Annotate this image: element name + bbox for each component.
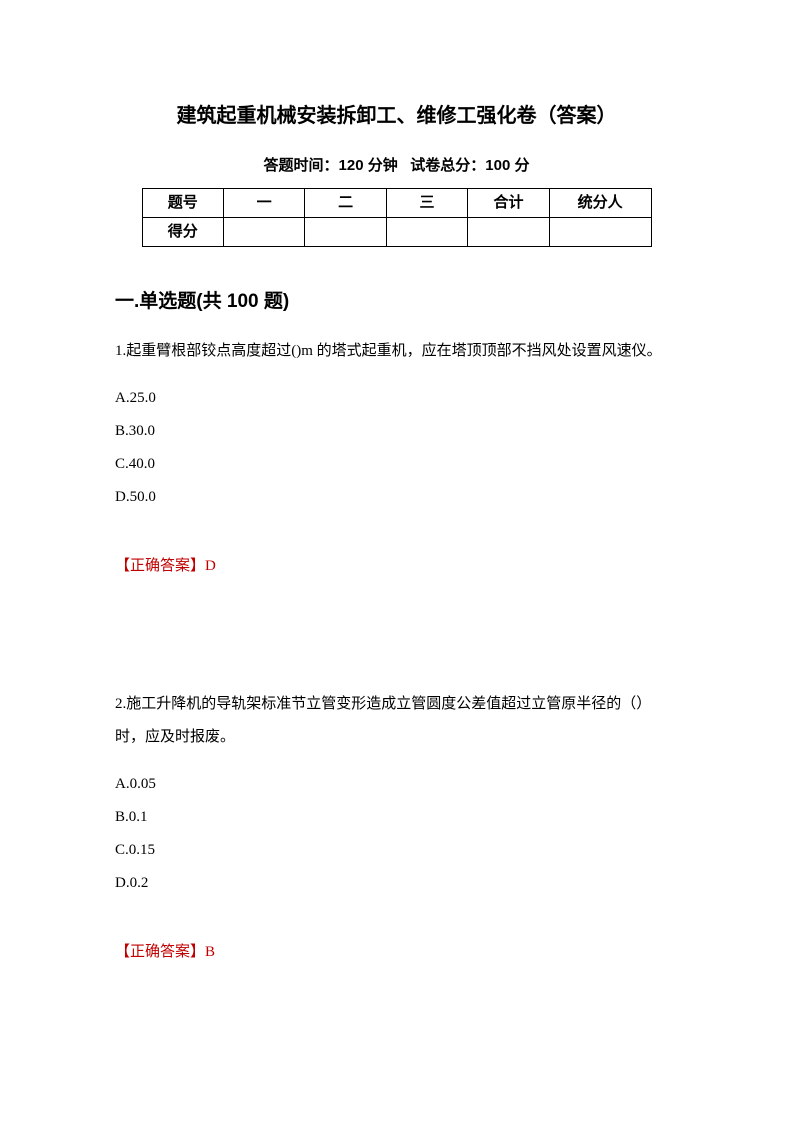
q1-opt-c: C.40.0 — [115, 448, 678, 481]
section-heading: 一.单选题(共 100 题) — [115, 287, 678, 317]
cell-total — [468, 218, 549, 247]
th-one: 一 — [223, 189, 304, 218]
question-2-options: A.0.05 B.0.1 C.0.15 D.0.2 — [115, 768, 678, 900]
th-two: 二 — [305, 189, 386, 218]
q1-body: 起重臂根部铰点高度超过()m 的塔式起重机，应在塔顶顶部不挡风处设置风速仪。 — [126, 343, 661, 359]
cell-two — [305, 218, 386, 247]
question-1-text: 1.起重臂根部铰点高度超过()m 的塔式起重机，应在塔顶顶部不挡风处设置风速仪。 — [115, 335, 678, 368]
q1-opt-b: B.30.0 — [115, 415, 678, 448]
cell-one — [223, 218, 304, 247]
score-table: 题号 一 二 三 合计 统分人 得分 — [142, 188, 652, 247]
time-label: 答题时间： — [264, 157, 339, 174]
th-total: 合计 — [468, 189, 549, 218]
exam-meta: 答题时间：120 分钟 试卷总分：100 分 — [115, 154, 678, 178]
q1-answer-value: D — [205, 558, 216, 574]
question-1-answer: 【正确答案】D — [115, 554, 678, 578]
time-value: 120 分钟 — [339, 157, 398, 174]
question-1-options: A.25.0 B.30.0 C.40.0 D.50.0 — [115, 382, 678, 514]
cell-scorer — [549, 218, 651, 247]
th-three: 三 — [386, 189, 467, 218]
q2-opt-a: A.0.05 — [115, 768, 678, 801]
score-value: 100 分 — [485, 157, 529, 174]
q2-opt-d: D.0.2 — [115, 867, 678, 900]
table-score-row: 得分 — [142, 218, 651, 247]
th-label: 题号 — [142, 189, 223, 218]
table-header-row: 题号 一 二 三 合计 统分人 — [142, 189, 651, 218]
question-2-answer: 【正确答案】B — [115, 940, 678, 964]
th-scorer: 统分人 — [549, 189, 651, 218]
q2-answer-value: B — [205, 944, 215, 960]
row-label: 得分 — [142, 218, 223, 247]
q2-opt-c: C.0.15 — [115, 834, 678, 867]
q2-number: 2. — [115, 696, 126, 712]
q1-answer-label: 【正确答案】 — [115, 558, 205, 574]
q2-body: 施工升降机的导轨架标准节立管变形造成立管圆度公差值超过立管原半径的（）时，应及时… — [115, 696, 651, 745]
q2-opt-b: B.0.1 — [115, 801, 678, 834]
q1-number: 1. — [115, 343, 126, 359]
cell-three — [386, 218, 467, 247]
q1-opt-a: A.25.0 — [115, 382, 678, 415]
question-2-text: 2.施工升降机的导轨架标准节立管变形造成立管圆度公差值超过立管原半径的（）时，应… — [115, 688, 678, 754]
score-label: 试卷总分： — [410, 157, 485, 174]
page-title: 建筑起重机械安装拆卸工、维修工强化卷（答案） — [115, 100, 678, 132]
q2-answer-label: 【正确答案】 — [115, 944, 205, 960]
q1-opt-d: D.50.0 — [115, 481, 678, 514]
